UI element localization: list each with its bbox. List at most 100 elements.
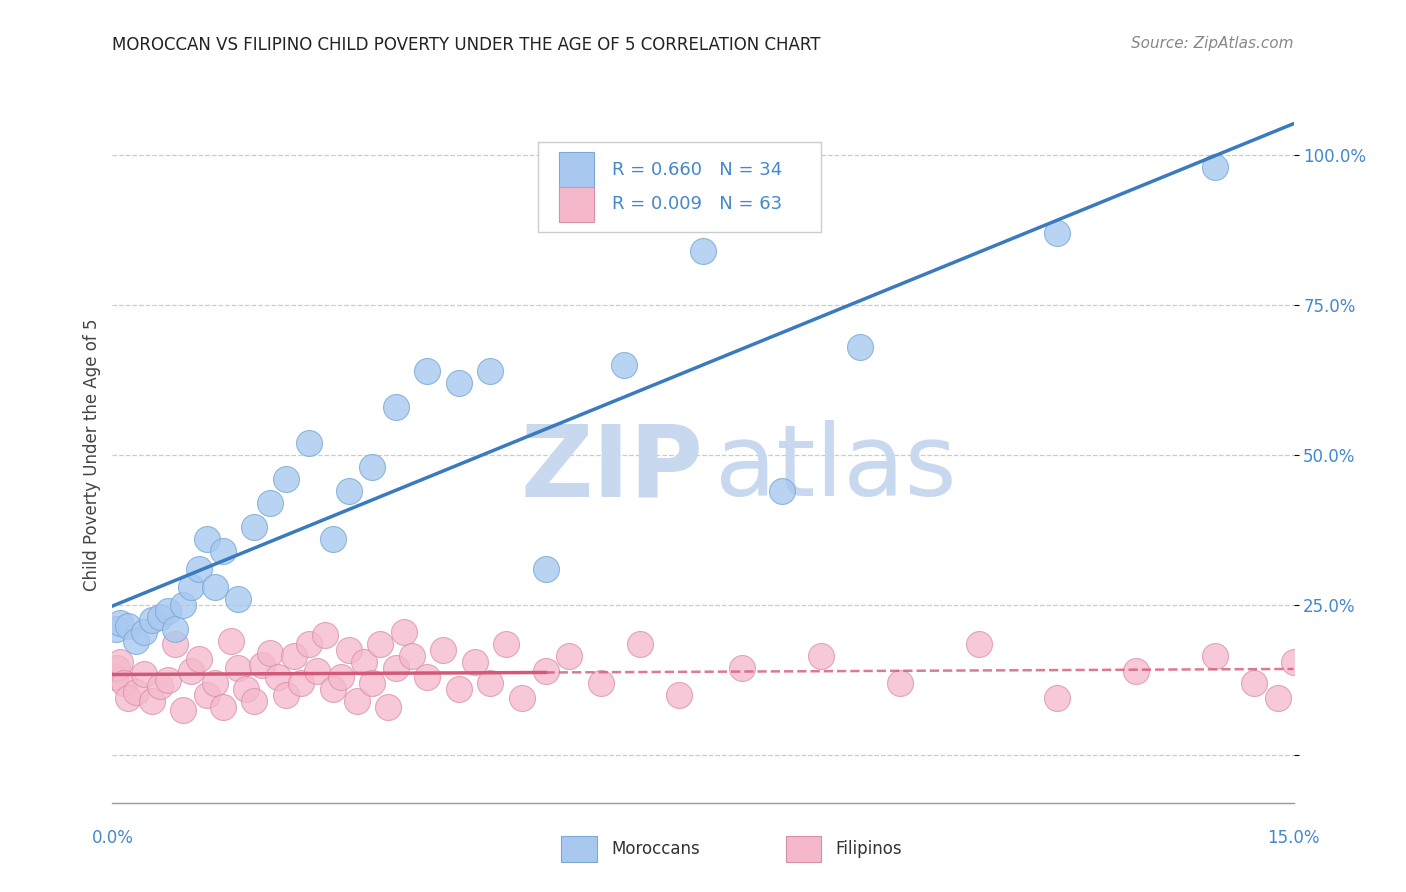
Point xyxy=(534,664,557,678)
Point xyxy=(228,661,250,675)
Point xyxy=(392,624,415,639)
Point xyxy=(112,676,135,690)
Point xyxy=(141,613,163,627)
Point xyxy=(105,622,128,636)
Point xyxy=(195,532,218,546)
Point xyxy=(195,688,218,702)
Text: R = 0.660   N = 34: R = 0.660 N = 34 xyxy=(612,161,782,178)
Point xyxy=(447,376,470,390)
Point xyxy=(1046,690,1069,705)
Point xyxy=(322,681,344,696)
Point xyxy=(385,661,408,675)
Text: 15.0%: 15.0% xyxy=(1267,829,1320,847)
Point xyxy=(1125,664,1147,678)
Point xyxy=(1046,226,1069,240)
Point xyxy=(211,699,233,714)
Point xyxy=(188,562,211,576)
FancyBboxPatch shape xyxy=(560,187,595,222)
Point xyxy=(770,483,793,498)
Point xyxy=(510,690,533,705)
Point xyxy=(368,637,391,651)
Point xyxy=(180,580,202,594)
Point xyxy=(589,676,612,690)
Point xyxy=(211,544,233,558)
Point xyxy=(105,661,128,675)
Point xyxy=(132,666,155,681)
Point xyxy=(188,652,211,666)
Point xyxy=(235,681,257,696)
Point xyxy=(1204,648,1226,663)
Point xyxy=(149,610,172,624)
Point xyxy=(889,676,911,690)
Point xyxy=(165,637,187,651)
Point xyxy=(353,655,375,669)
FancyBboxPatch shape xyxy=(786,836,821,862)
Point xyxy=(432,643,454,657)
Point xyxy=(495,637,517,651)
Point xyxy=(361,459,384,474)
Point xyxy=(534,562,557,576)
Point xyxy=(259,496,281,510)
Point xyxy=(267,670,290,684)
Point xyxy=(180,664,202,678)
FancyBboxPatch shape xyxy=(560,153,595,187)
Point xyxy=(337,483,360,498)
Point xyxy=(204,676,226,690)
Point xyxy=(110,655,132,669)
Point xyxy=(337,643,360,657)
Point xyxy=(377,699,399,714)
Point xyxy=(156,673,179,687)
Y-axis label: Child Poverty Under the Age of 5: Child Poverty Under the Age of 5 xyxy=(83,318,101,591)
Point xyxy=(329,670,352,684)
Point xyxy=(283,648,305,663)
Point xyxy=(628,637,651,651)
Point xyxy=(447,681,470,696)
Point xyxy=(259,646,281,660)
Text: Filipinos: Filipinos xyxy=(835,839,901,858)
Point xyxy=(204,580,226,594)
Point xyxy=(613,358,636,372)
Point xyxy=(810,648,832,663)
Point xyxy=(243,694,266,708)
Point xyxy=(307,664,329,678)
Point xyxy=(290,676,312,690)
Point xyxy=(416,364,439,378)
Point xyxy=(361,676,384,690)
Point xyxy=(1243,676,1265,690)
Text: R = 0.009   N = 63: R = 0.009 N = 63 xyxy=(612,195,782,213)
Point xyxy=(172,598,194,612)
Point xyxy=(692,244,714,258)
Point xyxy=(219,633,242,648)
Point xyxy=(1267,690,1289,705)
Point xyxy=(479,676,502,690)
Point xyxy=(243,520,266,534)
Point xyxy=(298,436,321,450)
Point xyxy=(416,670,439,684)
FancyBboxPatch shape xyxy=(561,836,596,862)
Point xyxy=(110,615,132,630)
FancyBboxPatch shape xyxy=(537,142,821,232)
Point xyxy=(731,661,754,675)
Point xyxy=(228,591,250,606)
Point xyxy=(849,340,872,354)
Point xyxy=(250,657,273,672)
Point xyxy=(274,472,297,486)
Point xyxy=(172,703,194,717)
Point xyxy=(385,400,408,414)
Text: ZIP: ZIP xyxy=(520,420,703,517)
Point xyxy=(104,670,127,684)
Text: MOROCCAN VS FILIPINO CHILD POVERTY UNDER THE AGE OF 5 CORRELATION CHART: MOROCCAN VS FILIPINO CHILD POVERTY UNDER… xyxy=(112,36,821,54)
Point xyxy=(464,655,486,669)
Point xyxy=(149,679,172,693)
Point xyxy=(322,532,344,546)
Text: 0.0%: 0.0% xyxy=(91,829,134,847)
Point xyxy=(274,688,297,702)
Point xyxy=(125,685,148,699)
Point xyxy=(314,628,336,642)
Point xyxy=(125,633,148,648)
Point xyxy=(298,637,321,651)
Text: atlas: atlas xyxy=(714,420,956,517)
Text: Moroccans: Moroccans xyxy=(610,839,700,858)
Point xyxy=(117,690,139,705)
Point xyxy=(141,694,163,708)
